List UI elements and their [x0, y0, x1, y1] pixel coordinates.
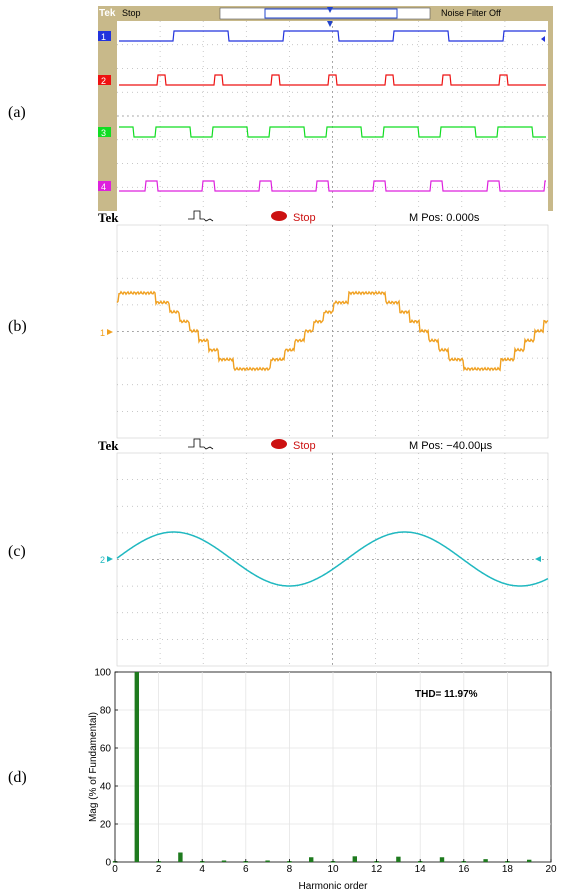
panel-c-channel-arrow-icon [107, 556, 113, 562]
y-tick-label: 100 [94, 668, 111, 679]
panel-a-noise-filter: Noise Filter Off [441, 8, 501, 18]
panel-b-channel-marker: 1 [100, 328, 105, 338]
panel-b-trace [116, 290, 549, 372]
x-tick-label: 8 [287, 864, 293, 875]
x-tick-label: 12 [371, 864, 383, 875]
panel-c: Tek Stop M Pos: −40.00µs 2 [98, 438, 549, 667]
ref-marker-icon [541, 36, 545, 42]
panel-b-status: Stop [293, 212, 316, 224]
x-tick-label: 20 [545, 864, 557, 875]
panel-a-traces: 1 2 3 4 [98, 30, 546, 192]
record-bar [219, 7, 431, 20]
panel-a-brand: Tek [99, 8, 116, 19]
channel-1-label: 1 [101, 32, 106, 42]
panel-a-grid [117, 21, 548, 211]
x-tick-label: 6 [243, 864, 249, 875]
panel-label-c: (c) [8, 543, 26, 560]
channel-1-trace [119, 30, 546, 42]
panel-c-status: Stop [293, 440, 316, 452]
trigger-position-icon [327, 21, 333, 27]
panel-b-mpos: M Pos: 0.000s [409, 212, 480, 224]
channel-3-badge [98, 127, 111, 137]
channel-3-trace [119, 126, 546, 138]
x-tick-label: 0 [112, 864, 118, 875]
panel-c-channel-marker: 2 [100, 555, 105, 565]
channel-4-badge [98, 181, 111, 191]
panel-c-mpos: M Pos: −40.00µs [409, 440, 493, 452]
bar-harmonic-3 [178, 852, 183, 862]
x-tick-label: 2 [156, 864, 162, 875]
bar-harmonic-11 [352, 856, 357, 862]
y-tick-label: 60 [100, 744, 112, 755]
y-tick-label: 0 [105, 858, 111, 869]
x-tick-label: 10 [327, 864, 339, 875]
channel-4-trace [119, 180, 546, 192]
panel-b-channel-arrow-icon [107, 329, 113, 335]
channel-1-badge [98, 31, 111, 41]
panel-a: Tek Stop Noise Filter Off 1 2 3 4 [98, 6, 553, 211]
bar-harmonic-7 [265, 860, 270, 862]
y-axis-label: Mag (% of Fundamental) [88, 712, 99, 822]
bar-harmonic-9 [309, 857, 314, 862]
y-tick-label: 20 [100, 820, 112, 831]
panel-d-grid [115, 672, 551, 862]
channel-3-label: 3 [101, 128, 106, 138]
y-tick-label: 40 [100, 782, 112, 793]
bar-harmonic-5 [221, 860, 227, 862]
panel-c-grid [117, 453, 548, 666]
x-tick-label: 16 [458, 864, 470, 875]
panel-b-grid [117, 225, 548, 438]
panel-c-brand: Tek [98, 438, 119, 453]
trigger-marker-icon [327, 7, 333, 13]
x-tick-label: 4 [199, 864, 205, 875]
y-tick-label: 80 [100, 706, 112, 717]
panel-label-a: (a) [8, 104, 26, 121]
bar-harmonic-1 [134, 672, 139, 862]
x-tick-label: 14 [415, 864, 427, 875]
x-axis-label: Harmonic order [299, 881, 369, 892]
channel-4-label: 4 [101, 182, 106, 192]
bar-harmonic-19 [527, 859, 532, 862]
bar-harmonic-15 [439, 857, 445, 862]
panel-label-d: (d) [8, 769, 27, 786]
axis-ticks: 0 2 4 6 8 10 12 14 16 18 20 0 20 40 60 80 100 [94, 668, 557, 876]
panel-c-ref-arrow-icon [535, 556, 541, 562]
stop-icon [271, 211, 287, 221]
bar-harmonic-17 [483, 859, 488, 862]
channel-2-trace [119, 74, 546, 86]
channel-2-label: 2 [101, 76, 106, 86]
panel-c-trace [116, 531, 549, 587]
panel-b-brand: Tek [98, 210, 119, 225]
panel-a-status: Stop [122, 8, 141, 18]
thd-annotation: THD= 11.97% [415, 689, 478, 700]
bar-harmonic-13 [396, 856, 401, 862]
panel-d: 0 2 4 6 8 10 12 14 16 18 20 0 20 40 60 80 100 THD= 11.97… [88, 668, 557, 892]
panel-b: Tek Stop M Pos: 0.000s 1 [98, 210, 549, 439]
panel-label-b: (b) [8, 318, 27, 335]
trigger-icon [188, 438, 214, 450]
channel-2-badge [98, 75, 111, 85]
trigger-icon [188, 210, 214, 222]
stop-icon [271, 439, 287, 449]
x-tick-label: 18 [502, 864, 514, 875]
